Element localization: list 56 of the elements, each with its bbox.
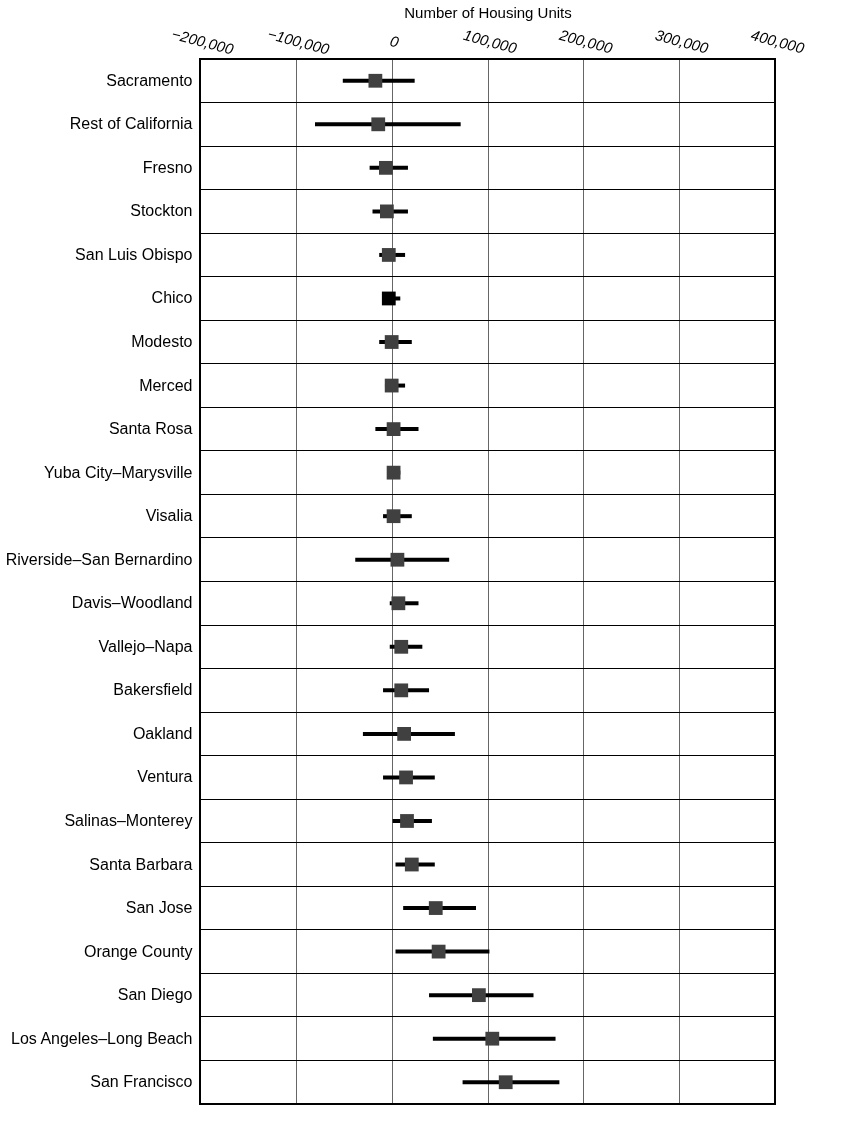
- x-tick-label: 100,000: [461, 26, 520, 57]
- y-tick-label: Davis–Woodland: [71, 594, 193, 612]
- y-tick-label: Riverside–San Bernardino: [5, 550, 193, 568]
- point: [390, 552, 405, 567]
- point: [399, 770, 413, 785]
- point: [384, 335, 399, 349]
- y-tick-label: Salinas–Monterey: [64, 811, 193, 829]
- point: [371, 117, 386, 132]
- y-tick-label: Modesto: [131, 333, 193, 351]
- point: [404, 857, 419, 872]
- y-tick-label: Bakersfield: [113, 681, 193, 699]
- y-tick-label: Fresno: [142, 158, 193, 176]
- point: [384, 378, 399, 393]
- point: [394, 639, 409, 654]
- x-tick-label: 300,000: [653, 26, 711, 57]
- y-tick-label: Rest of California: [69, 115, 193, 133]
- point: [368, 73, 383, 88]
- point: [381, 248, 396, 262]
- x-tick-label: 400,000: [749, 26, 807, 57]
- x-tick-label: −200,000: [170, 24, 236, 58]
- y-tick-label: Los Angeles–Long Beach: [11, 1029, 193, 1047]
- y-tick-label: San Francisco: [90, 1073, 193, 1091]
- y-tick-label: Chico: [151, 289, 193, 307]
- y-tick-label: Ventura: [137, 768, 193, 786]
- point: [391, 596, 406, 611]
- y-tick-label: Stockton: [130, 202, 193, 220]
- y-tick-label: Orange County: [83, 942, 193, 960]
- y-tick-label: San Diego: [117, 986, 193, 1004]
- y-tick-label: Sacramento: [106, 71, 193, 89]
- point: [381, 291, 396, 306]
- point: [386, 509, 401, 524]
- y-tick-label: Vallejo–Napa: [98, 637, 193, 655]
- y-tick-label: Yuba City–Marysville: [44, 463, 193, 481]
- y-tick-label: San Luis Obispo: [75, 245, 193, 263]
- point: [386, 465, 401, 480]
- x-tick-label: 0: [388, 32, 402, 51]
- point: [394, 683, 409, 698]
- point: [379, 160, 393, 175]
- y-tick-label: Santa Rosa: [108, 420, 193, 438]
- y-tick-label: San Jose: [125, 899, 193, 917]
- point: [471, 988, 486, 1003]
- point: [498, 1075, 513, 1090]
- point: [431, 944, 446, 959]
- point: [397, 727, 412, 741]
- point: [400, 814, 414, 828]
- point: [386, 422, 401, 436]
- point: [379, 204, 394, 219]
- y-tick-label: Oakland: [132, 724, 193, 742]
- y-tick-label: Merced: [139, 376, 193, 394]
- point: [428, 901, 443, 915]
- point: [485, 1031, 500, 1046]
- x-tick-label: −100,000: [265, 24, 332, 58]
- x-axis-title: Number of Housing Units: [404, 3, 572, 21]
- y-tick-label: Visalia: [145, 507, 193, 525]
- y-tick-label: Santa Barbara: [89, 855, 193, 873]
- x-tick-label: 200,000: [556, 25, 616, 57]
